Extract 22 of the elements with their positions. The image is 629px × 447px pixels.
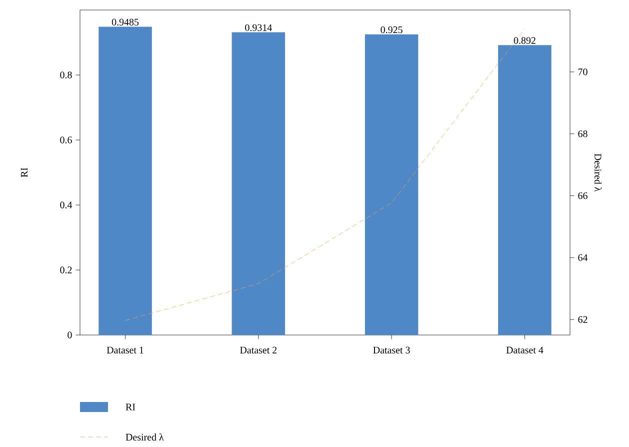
y-tick-label: 0.4 (60, 202, 72, 208)
y2-tick-label: 68 (578, 130, 588, 138)
data-label: 0.925 (380, 26, 402, 34)
y-tick-label: 0.6 (60, 136, 72, 144)
y2-tick-label: 62 (578, 316, 588, 323)
data-label: 0.9314 (245, 24, 272, 32)
x-tick-label: Dataset 1 (106, 346, 144, 354)
x-tick-label: Dataset 2 (240, 346, 277, 354)
data-label: 0.9485 (112, 18, 139, 26)
y-tick-label: 0 (68, 332, 72, 338)
legend-label: RI (126, 404, 136, 410)
y2-axis-title: Desired λ (594, 154, 602, 192)
y-axis-title: RI (20, 168, 28, 178)
y2-tick-label: 66 (578, 192, 588, 200)
x-tick-label: Dataset 4 (506, 346, 544, 354)
data-label: 0.892 (514, 37, 536, 44)
y-tick-label: 0.2 (60, 266, 72, 274)
y2-tick-label: 64 (578, 254, 588, 261)
x-tick-label: Dataset 3 (373, 346, 410, 354)
y2-tick-label: 70 (578, 68, 588, 76)
y-tick-label: 0.8 (60, 72, 72, 78)
legend-label: Desired λ (126, 433, 164, 441)
